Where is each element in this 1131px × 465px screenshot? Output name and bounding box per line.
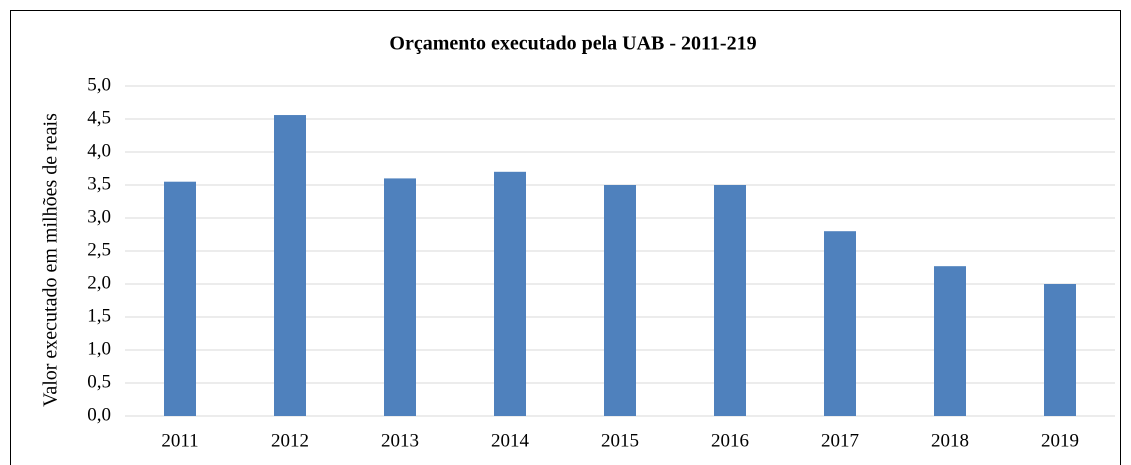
bar <box>714 185 746 416</box>
x-tick-label: 2012 <box>271 430 309 451</box>
bar <box>824 231 856 416</box>
chart-frame <box>10 10 1121 465</box>
y-tick-label: 0,0 <box>87 404 111 425</box>
bar <box>164 181 196 416</box>
chart-title: Orçamento executado pela UAB - 2011-219 <box>389 33 756 55</box>
bar <box>1044 284 1076 416</box>
y-axis-label: Valor executado em milhões de reais <box>40 113 62 407</box>
bar <box>934 266 966 416</box>
x-tick-label: 2016 <box>711 430 749 451</box>
x-tick-label: 2011 <box>161 430 198 451</box>
y-tick-label: 3,5 <box>87 173 111 194</box>
x-tick-label: 2017 <box>821 430 859 451</box>
y-tick-label: 3,0 <box>87 206 111 227</box>
y-tick-label: 5,0 <box>87 74 111 95</box>
bar <box>384 178 416 416</box>
y-tick-label: 1,0 <box>87 338 111 359</box>
y-tick-label: 4,0 <box>87 140 111 161</box>
bar <box>494 171 526 416</box>
y-tick-label: 0,5 <box>87 371 111 392</box>
x-tick-label: 2015 <box>601 430 639 451</box>
x-tick-label: 2019 <box>1041 430 1079 451</box>
x-tick-label: 2014 <box>491 430 530 451</box>
y-tick-label: 2,5 <box>87 239 111 260</box>
bar <box>274 115 306 416</box>
bar <box>604 185 636 416</box>
x-tick-label: 2013 <box>381 430 419 451</box>
y-tick-label: 1,5 <box>87 305 111 326</box>
y-tick-label: 2,0 <box>87 272 111 293</box>
y-tick-label: 4,5 <box>87 107 111 128</box>
x-tick-label: 2018 <box>931 430 969 451</box>
